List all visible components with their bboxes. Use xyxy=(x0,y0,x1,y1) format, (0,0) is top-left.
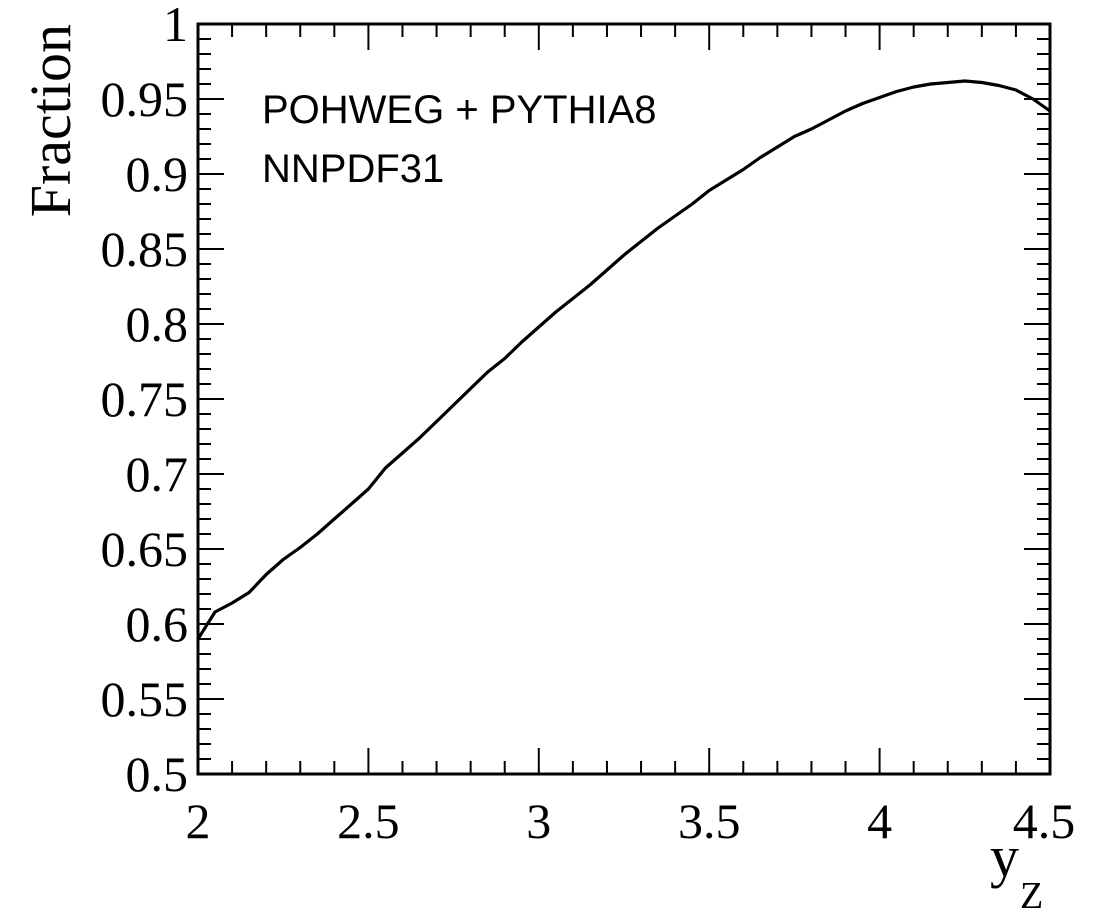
data-point xyxy=(572,297,574,300)
data-point xyxy=(998,84,1000,87)
data-point xyxy=(214,611,216,613)
annotation-pdf: NNPDF31 xyxy=(262,147,444,191)
data-point xyxy=(878,96,881,99)
data-point xyxy=(538,326,540,328)
data-point xyxy=(333,518,336,520)
data-point xyxy=(861,102,864,105)
data-point xyxy=(316,533,319,535)
axis-ticks xyxy=(197,23,1051,775)
x-tick-label: 3.5 xyxy=(678,793,741,849)
data-point xyxy=(248,591,250,594)
y-tick-label: 0.55 xyxy=(101,671,189,727)
data-point xyxy=(657,227,659,229)
data-point xyxy=(674,215,676,217)
data-point xyxy=(981,81,983,84)
data-point xyxy=(1049,110,1051,112)
data-point xyxy=(742,168,745,171)
data-point xyxy=(844,110,847,112)
plot-frame xyxy=(196,22,1052,776)
tick-labels: 2 2.5 3 3.5 4 4.5 0.5 0.55 0.6 0.65 0.7 0.75 0.8 0.85… xyxy=(101,0,1076,849)
data-point xyxy=(435,420,438,423)
y-axis-title: Fraction xyxy=(18,24,83,217)
data-point xyxy=(708,189,710,192)
x-axis-title: y xyxy=(990,824,1019,889)
y-tick-label: 0.6 xyxy=(126,596,189,652)
data-point xyxy=(623,254,625,256)
data-point xyxy=(231,602,233,604)
data-point xyxy=(589,284,591,286)
data-point xyxy=(486,371,489,373)
data-point xyxy=(469,387,472,390)
data-point xyxy=(452,404,455,406)
y-tick-label: 0.85 xyxy=(101,221,189,277)
x-axis-title-subscript: Z xyxy=(1020,875,1043,916)
data-point xyxy=(759,156,762,159)
y-tick-label: 0.8 xyxy=(126,296,189,352)
data-point xyxy=(827,119,830,121)
data-point xyxy=(810,128,813,130)
data-point xyxy=(401,452,404,454)
data-point xyxy=(793,135,796,138)
data-point xyxy=(912,86,915,88)
x-tick-label: 2 xyxy=(186,793,211,849)
data-point xyxy=(1032,98,1034,100)
y-tick-label: 0.9 xyxy=(126,146,189,202)
data-point xyxy=(947,81,949,84)
data-point xyxy=(929,83,932,85)
x-tick-label: 4 xyxy=(867,793,892,849)
data-point xyxy=(418,437,421,439)
data-point xyxy=(1015,89,1017,91)
data-point xyxy=(725,179,727,181)
data-point xyxy=(691,203,693,205)
y-tick-label: 1 xyxy=(163,0,188,52)
data-point xyxy=(521,341,523,343)
y-tick-label: 0.7 xyxy=(126,446,189,502)
data-point xyxy=(367,488,370,490)
annotation-generator: POHWEG + PYTHIA8 xyxy=(262,88,657,132)
y-tick-label: 0.5 xyxy=(126,746,189,802)
x-tick-label: 3 xyxy=(526,793,551,849)
series-points xyxy=(197,80,1051,640)
data-point xyxy=(197,638,199,640)
data-point xyxy=(895,90,898,93)
data-point xyxy=(299,546,302,549)
data-point xyxy=(265,573,268,576)
y-tick-label: 0.65 xyxy=(101,521,189,577)
data-point xyxy=(503,357,506,360)
y-tick-label: 0.75 xyxy=(101,371,189,427)
data-point xyxy=(964,80,966,82)
data-point xyxy=(282,558,285,561)
y-tick-label: 0.95 xyxy=(101,71,189,127)
x-tick-label: 4.5 xyxy=(1013,793,1076,849)
data-point xyxy=(555,311,557,313)
data-point xyxy=(606,269,608,271)
data-point xyxy=(776,146,779,148)
x-tick-label: 2.5 xyxy=(337,793,400,849)
data-point xyxy=(384,467,387,469)
data-point xyxy=(350,503,353,505)
data-point xyxy=(640,240,642,243)
